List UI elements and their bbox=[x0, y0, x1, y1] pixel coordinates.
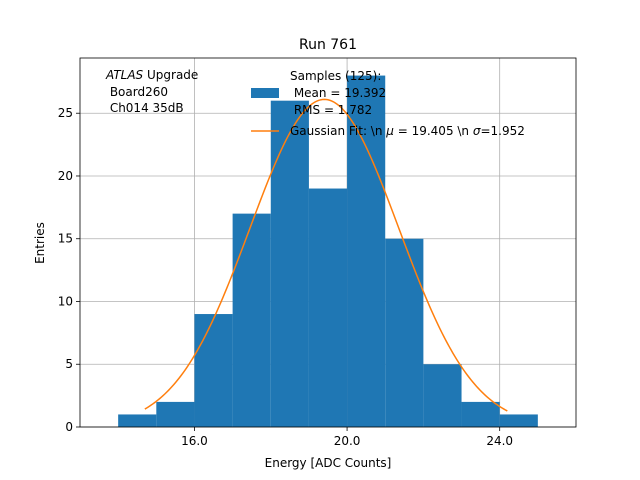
legend-sigma-symbol: σ bbox=[473, 124, 481, 138]
annotation-line-2: Board260 bbox=[106, 85, 168, 99]
legend-fit-label: Gaussian Fit: \n μ = 19.405 \n σ=1.952 bbox=[290, 124, 525, 138]
x-tick-label-1: 20.0 bbox=[334, 434, 361, 448]
histogram-bar-0 bbox=[118, 414, 157, 427]
legend-histogram-swatch bbox=[251, 88, 279, 98]
histogram-bar-6 bbox=[347, 75, 386, 428]
x-axis-label: Energy [ADC Counts] bbox=[265, 456, 392, 470]
legend-fit-prefix: Gaussian Fit: \n bbox=[290, 124, 386, 138]
y-tick-label-3: 15 bbox=[58, 232, 73, 246]
histogram-bar-7 bbox=[385, 238, 424, 427]
histogram-bar-10 bbox=[499, 414, 538, 427]
histogram-bar-9 bbox=[461, 401, 500, 427]
y-tick-label-0: 0 bbox=[65, 420, 73, 434]
gaussian-fit-curve bbox=[144, 98, 508, 412]
legend-fit-middle: = 19.405 \n bbox=[394, 124, 473, 138]
legend-histogram-line-2: Mean = 19.392 bbox=[290, 86, 386, 100]
y-axis-ticks: 0 5 10 15 20 25 bbox=[58, 106, 80, 434]
y-tick-label-2: 10 bbox=[58, 294, 73, 308]
histogram-bar-5 bbox=[308, 188, 348, 427]
histogram-bar-8 bbox=[423, 364, 462, 427]
histogram-bar-3 bbox=[232, 213, 271, 427]
y-tick-label-4: 20 bbox=[58, 169, 73, 183]
histogram-bar-4 bbox=[270, 100, 309, 428]
annotation-block: ATLAS Upgrade Board260 Ch014 35dB bbox=[105, 68, 198, 115]
annotation-line-3: Ch014 35dB bbox=[106, 101, 184, 115]
histogram-bar-2 bbox=[194, 314, 233, 427]
legend-fit-suffix: =1.952 bbox=[480, 124, 524, 138]
legend-histogram-line-3: RMS = 1.782 bbox=[290, 103, 372, 117]
legend-mu-symbol: μ bbox=[385, 124, 394, 138]
plot-frame bbox=[79, 57, 577, 428]
annotation-suffix: Upgrade bbox=[143, 68, 198, 82]
x-tick-label-0: 16.0 bbox=[181, 434, 208, 448]
y-tick-label-5: 25 bbox=[58, 106, 73, 120]
histogram-bar-1 bbox=[156, 401, 195, 427]
y-axis-label: Entries bbox=[33, 222, 47, 264]
annotation-line-1: ATLAS Upgrade bbox=[105, 68, 198, 82]
legend-histogram-line-1: Samples (125): bbox=[290, 69, 381, 83]
legend: Samples (125): Mean = 19.392 RMS = 1.782… bbox=[251, 69, 525, 138]
x-tick-label-2: 24.0 bbox=[486, 434, 513, 448]
y-tick-label-1: 5 bbox=[65, 357, 73, 371]
histogram-bars bbox=[118, 75, 538, 428]
annotation-experiment: ATLAS bbox=[105, 68, 144, 82]
x-axis-ticks: 16.0 20.0 24.0 bbox=[181, 427, 513, 448]
chart-title: Run 761 bbox=[299, 37, 357, 53]
